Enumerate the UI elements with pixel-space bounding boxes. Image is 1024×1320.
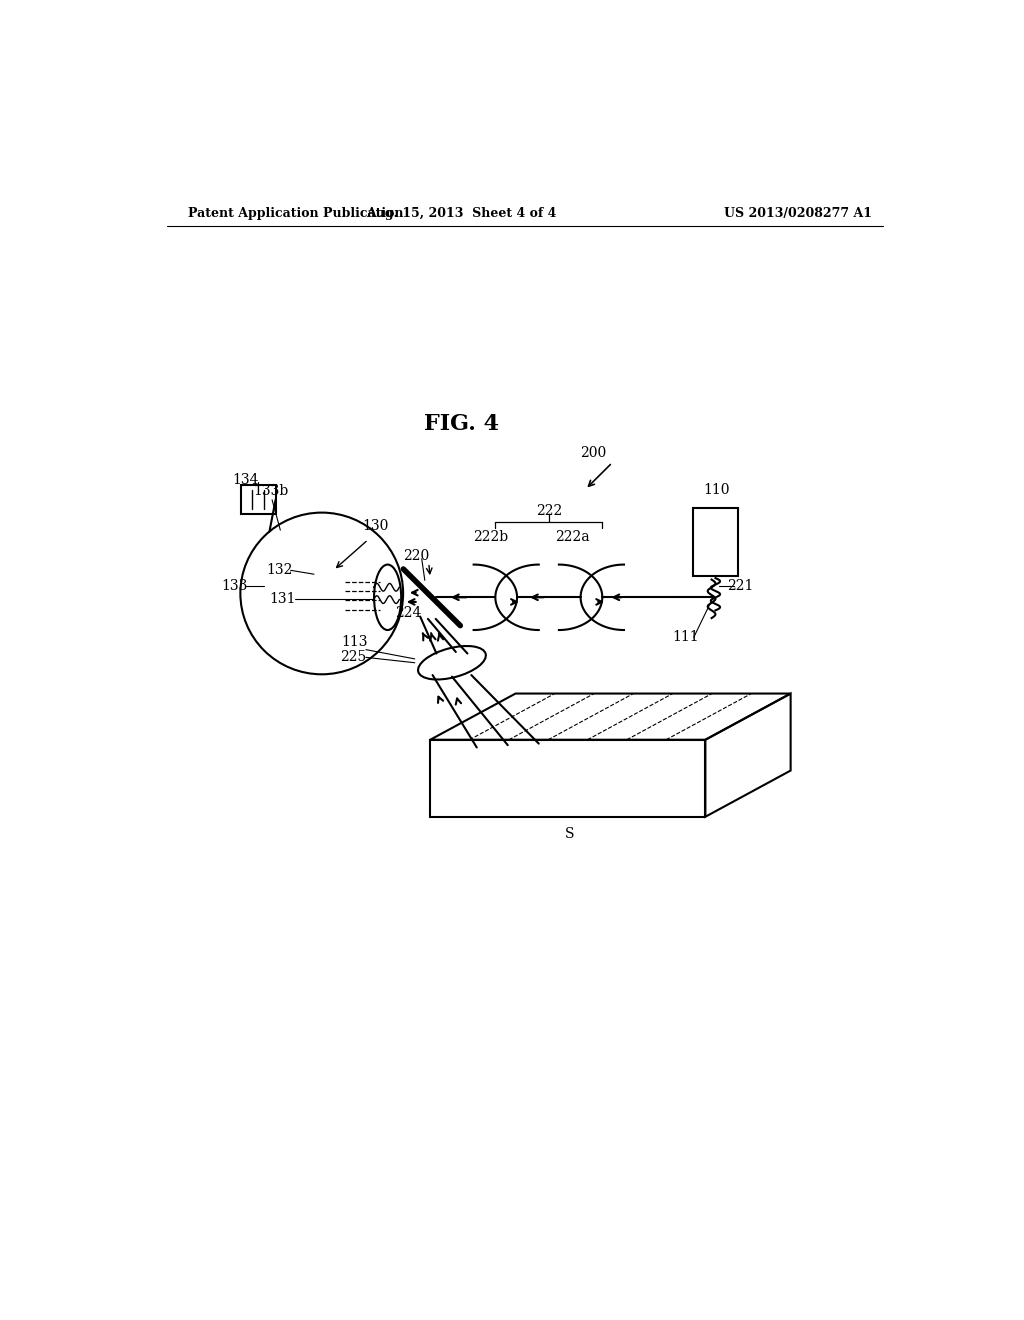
- Text: 132: 132: [266, 564, 292, 577]
- Text: 221: 221: [727, 578, 754, 593]
- Text: 111: 111: [673, 631, 699, 644]
- Text: 200: 200: [580, 446, 606, 459]
- Text: 133b: 133b: [254, 484, 289, 498]
- Text: S: S: [565, 828, 574, 841]
- Text: 225: 225: [340, 651, 366, 664]
- Text: Patent Application Publication: Patent Application Publication: [188, 207, 403, 220]
- Text: 222b: 222b: [473, 531, 508, 544]
- Text: 110: 110: [703, 483, 730, 496]
- Text: 222: 222: [536, 504, 562, 517]
- Bar: [693, 508, 738, 576]
- Text: 220: 220: [403, 549, 429, 562]
- Bar: [241, 484, 275, 515]
- Text: 222a: 222a: [556, 531, 590, 544]
- Text: 113: 113: [341, 635, 368, 649]
- Text: FIG. 4: FIG. 4: [424, 413, 499, 436]
- Text: 134: 134: [232, 474, 259, 487]
- Text: Aug. 15, 2013  Sheet 4 of 4: Aug. 15, 2013 Sheet 4 of 4: [366, 207, 556, 220]
- Text: 131: 131: [269, 591, 296, 606]
- Text: 130: 130: [362, 520, 389, 533]
- Text: 224: 224: [395, 606, 422, 619]
- Text: US 2013/0208277 A1: US 2013/0208277 A1: [724, 207, 872, 220]
- Text: 133: 133: [222, 578, 248, 593]
